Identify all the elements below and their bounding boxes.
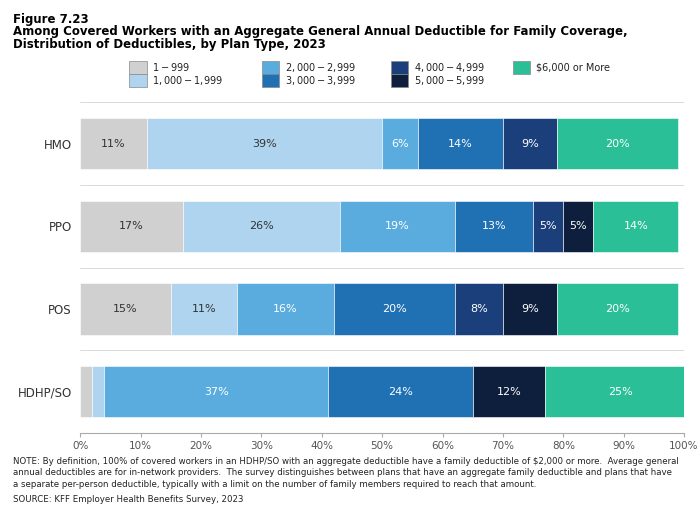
Text: 20%: 20%: [605, 139, 630, 149]
Bar: [80, 366, 92, 417]
Bar: [334, 284, 454, 335]
Text: 8%: 8%: [470, 304, 488, 314]
Bar: [80, 284, 171, 335]
Text: 20%: 20%: [382, 304, 407, 314]
Text: 5%: 5%: [540, 222, 557, 232]
Text: $1,000 - $1,999: $1,000 - $1,999: [152, 74, 223, 87]
Bar: [328, 366, 473, 417]
Text: 26%: 26%: [249, 222, 274, 232]
Text: Among Covered Workers with an Aggregate General Annual Deductible for Family Cov: Among Covered Workers with an Aggregate …: [13, 25, 628, 38]
Bar: [418, 118, 503, 170]
Text: 25%: 25%: [608, 387, 633, 397]
Text: $3,000 - $3,999: $3,000 - $3,999: [285, 74, 356, 87]
Bar: [340, 201, 454, 252]
Text: $1 - $999: $1 - $999: [152, 61, 191, 73]
Bar: [563, 201, 593, 252]
Text: 39%: 39%: [252, 139, 277, 149]
Text: Figure 7.23: Figure 7.23: [13, 13, 88, 26]
Text: SOURCE: KFF Employer Health Benefits Survey, 2023: SOURCE: KFF Employer Health Benefits Sur…: [13, 495, 243, 503]
Bar: [383, 118, 418, 170]
Text: 14%: 14%: [623, 222, 648, 232]
Text: annual deductibles are for in-network providers.  The survey distinguishes betwe: annual deductibles are for in-network pr…: [13, 468, 671, 477]
Text: a separate per-person deductible, typically with a limit on the number of family: a separate per-person deductible, typica…: [13, 480, 536, 489]
Text: 15%: 15%: [113, 304, 138, 314]
Text: 9%: 9%: [521, 304, 539, 314]
Bar: [503, 284, 557, 335]
Bar: [171, 284, 237, 335]
Bar: [237, 284, 334, 335]
Text: 11%: 11%: [192, 304, 216, 314]
Text: 11%: 11%: [101, 139, 126, 149]
Text: $2,000 - $2,999: $2,000 - $2,999: [285, 61, 356, 74]
Text: $4,000 - $4,999: $4,000 - $4,999: [414, 61, 485, 74]
Text: 12%: 12%: [496, 387, 521, 397]
Bar: [454, 284, 503, 335]
Text: 9%: 9%: [521, 139, 539, 149]
Text: $5,000 - $5,999: $5,000 - $5,999: [414, 74, 485, 87]
Bar: [147, 118, 383, 170]
Text: 37%: 37%: [204, 387, 228, 397]
Bar: [80, 118, 147, 170]
Text: 19%: 19%: [385, 222, 410, 232]
Text: 6%: 6%: [392, 139, 409, 149]
Text: 17%: 17%: [119, 222, 144, 232]
Bar: [80, 201, 183, 252]
Bar: [557, 118, 678, 170]
Bar: [92, 366, 105, 417]
Text: 5%: 5%: [570, 222, 587, 232]
Bar: [545, 366, 696, 417]
Text: 24%: 24%: [388, 387, 413, 397]
Bar: [105, 366, 328, 417]
Bar: [533, 201, 563, 252]
Text: 16%: 16%: [273, 304, 298, 314]
Bar: [454, 201, 533, 252]
Text: NOTE: By definition, 100% of covered workers in an HDHP/SO with an aggregate ded: NOTE: By definition, 100% of covered wor…: [13, 457, 678, 466]
Text: $6,000 or More: $6,000 or More: [536, 62, 610, 72]
Bar: [473, 366, 545, 417]
Text: 20%: 20%: [605, 304, 630, 314]
Text: Distribution of Deductibles, by Plan Type, 2023: Distribution of Deductibles, by Plan Typ…: [13, 38, 325, 51]
Bar: [557, 284, 678, 335]
Bar: [593, 201, 678, 252]
Bar: [503, 118, 557, 170]
Bar: [183, 201, 340, 252]
Text: 14%: 14%: [448, 139, 473, 149]
Text: 13%: 13%: [482, 222, 506, 232]
